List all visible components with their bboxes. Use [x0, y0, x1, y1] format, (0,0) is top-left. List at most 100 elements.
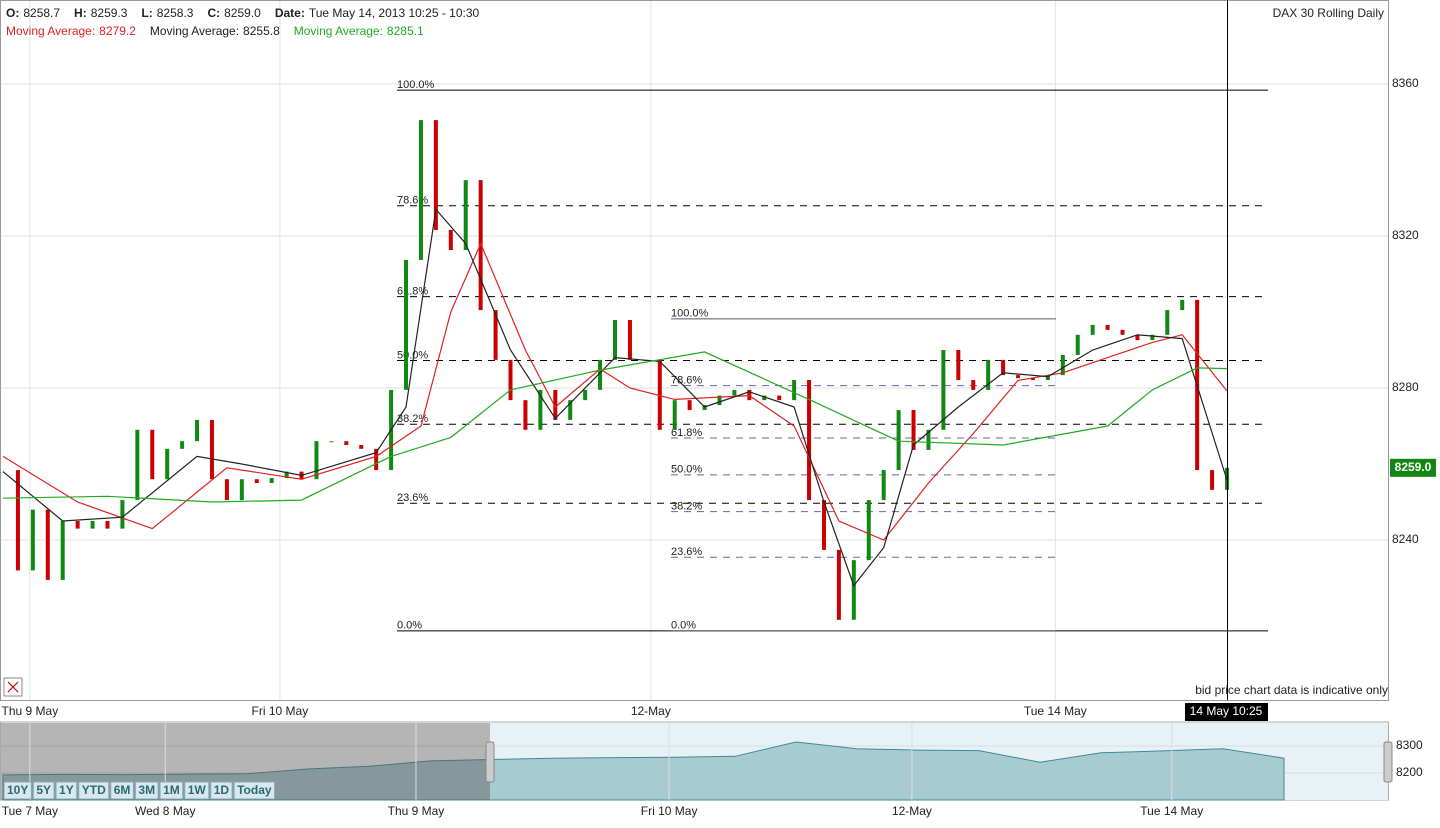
range-button[interactable]: 3M — [134, 781, 159, 800]
fib-label: 100.0% — [397, 79, 435, 91]
candle — [254, 479, 259, 484]
range-button-bg — [55, 781, 78, 800]
range-button[interactable]: 1W — [184, 781, 210, 800]
candle — [851, 560, 856, 620]
nav-x-label: Wed 8 May — [135, 804, 195, 818]
candle — [508, 359, 513, 401]
candle — [986, 359, 991, 390]
candle — [314, 441, 319, 480]
plot-frame — [0, 0, 1389, 701]
nav-x-label: 12-May — [892, 804, 932, 818]
candle — [448, 229, 453, 251]
candle — [1060, 354, 1065, 376]
cursor-label: 14 May 10:25 — [1190, 704, 1263, 718]
candle — [1165, 310, 1170, 335]
fib-label: 38.2% — [671, 501, 702, 513]
candle — [1001, 359, 1006, 376]
candle — [598, 359, 603, 390]
fib-label: 61.8% — [671, 427, 702, 439]
range-button-label: 5Y — [36, 783, 51, 797]
candle — [1045, 375, 1050, 381]
range-button-bg — [159, 781, 184, 800]
fib-label: 78.6% — [397, 195, 428, 207]
range-button-label: 1M — [163, 783, 180, 797]
range-button[interactable]: YTD — [78, 781, 110, 800]
fibonacci: 100.0% 78.6% 61.8% 50.0% 38.2% 23.6% 0.0% — [671, 308, 1056, 632]
candle — [1150, 334, 1155, 341]
range-button-label: 3M — [138, 783, 155, 797]
candle — [60, 521, 65, 580]
range-button-label: Today — [237, 783, 272, 797]
candle — [672, 400, 677, 430]
nav-tick-label: 8300 — [1396, 738, 1423, 752]
range-button-bg — [233, 781, 276, 800]
candle — [359, 445, 364, 449]
range-button[interactable]: 5Y — [32, 781, 55, 800]
x-tick-label: Fri 10 May — [252, 704, 309, 718]
ohlc-label: C: — [207, 6, 220, 20]
fib-label: 23.6% — [397, 492, 428, 504]
nav-x-label: Tue 7 May — [2, 804, 58, 818]
range-button[interactable]: 1M — [159, 781, 184, 800]
candle — [1075, 334, 1080, 355]
nav-area — [2, 741, 1285, 801]
range-button[interactable]: Today — [233, 781, 276, 800]
range-button-label: 10Y — [7, 783, 28, 797]
candle — [821, 500, 826, 550]
candle — [896, 410, 901, 471]
candle — [971, 380, 976, 390]
candle — [15, 470, 20, 571]
fib-label: 50.0% — [671, 464, 702, 476]
candle — [45, 509, 50, 580]
legend-value: 8285.1 — [387, 24, 424, 38]
candle — [120, 500, 125, 529]
y-tick-label: 8320 — [1392, 228, 1419, 242]
nav-x-label: Thu 9 May — [388, 804, 445, 818]
range-button-label: 1D — [214, 783, 230, 797]
candle — [538, 389, 543, 430]
candle — [209, 419, 214, 480]
candle — [433, 120, 438, 230]
moving-average — [2, 208, 1228, 587]
ohlc-value: Tue May 14, 2013 10:25 - 10:30 — [309, 6, 480, 20]
x-tick-label: Thu 9 May — [2, 704, 59, 718]
nav-x-label: Fri 10 May — [641, 804, 698, 818]
x-tick-label: Tue 14 May — [1024, 704, 1087, 718]
candle — [269, 478, 274, 484]
candle — [344, 441, 349, 446]
ohlc-label: O: — [6, 6, 19, 20]
price-tag — [1390, 458, 1436, 477]
range-button-label: 6M — [114, 783, 131, 797]
range-button-bg — [184, 781, 210, 800]
range-button[interactable]: 1D — [210, 781, 233, 800]
candle — [1120, 329, 1125, 335]
legend-value: 8279.2 — [99, 24, 136, 38]
ohlc-label: L: — [141, 6, 152, 20]
legend-name: Moving Average: — [150, 24, 239, 38]
cursor-tag — [1185, 703, 1268, 721]
range-button-bg — [134, 781, 159, 800]
x-tick-label: 12-May — [631, 704, 671, 718]
candle — [195, 419, 200, 442]
range-button[interactable]: 10Y — [3, 781, 32, 800]
candle — [717, 395, 722, 406]
range-button-label: YTD — [82, 783, 106, 797]
candle — [836, 549, 841, 620]
range-button[interactable]: 6M — [110, 781, 134, 800]
price-tag-label: 8259.0 — [1395, 460, 1432, 474]
candle — [568, 400, 573, 420]
legend-name: Moving Average: — [294, 24, 383, 38]
ohlc-value: 8259.3 — [91, 6, 128, 20]
chart-title: DAX 30 Rolling Daily — [1273, 6, 1384, 20]
legend-value: 8255.8 — [243, 24, 280, 38]
y-tick-label: 8360 — [1392, 76, 1419, 90]
nav-handle[interactable] — [485, 741, 495, 783]
nav-handle[interactable] — [1383, 741, 1393, 783]
range-button-bg — [3, 781, 32, 800]
y-tick-label: 8280 — [1392, 380, 1419, 394]
candle — [418, 120, 423, 260]
ohlc-value: 8258.3 — [157, 6, 194, 20]
range-button[interactable]: 1Y — [55, 781, 78, 800]
candle — [75, 521, 80, 529]
range-button-label: 1W — [188, 783, 207, 797]
